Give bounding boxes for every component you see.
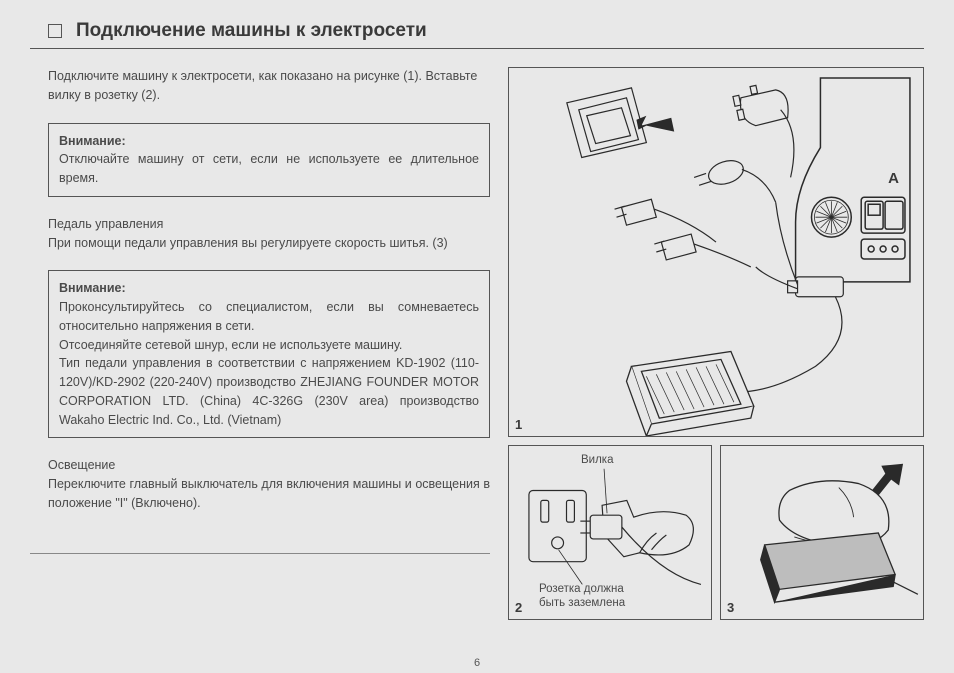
page-number: 6 [474, 657, 480, 669]
left-column: Подключите машину к электросети, как пок… [30, 67, 490, 620]
light-section: Освещение Переключите главный выключател… [30, 456, 490, 512]
figure-2-label-socket: Розетка должна быть заземлена [539, 583, 625, 611]
figure-1-label-a: A [888, 170, 899, 187]
manual-page: Подключение машины к электросети Подключ… [0, 20, 954, 620]
figure-3-number: 3 [727, 600, 734, 615]
figure-2-label-plug: Вилка [581, 454, 613, 466]
pedal-title: Педаль управления [48, 217, 163, 231]
note2-line1: Проконсультируйтесь со специалистом, есл… [59, 300, 479, 333]
note-text: Отключайте машину от сети, если не испол… [59, 152, 479, 185]
pedal-text: При помощи педали управления вы регулиру… [48, 236, 448, 250]
pedal-section: Педаль управления При помощи педали упра… [30, 215, 490, 253]
checkbox-icon [48, 24, 62, 38]
note2-line3: Тип педали управления в соответствии с н… [59, 356, 479, 426]
note-box-1: Внимание: Отключайте машину от сети, есл… [48, 123, 490, 197]
note2-line2: Отсоединяйте сетевой шнур, если не испол… [59, 338, 402, 352]
light-title: Освещение [48, 458, 115, 472]
figure-2-number: 2 [515, 600, 522, 615]
figure-3: 3 [720, 445, 924, 620]
content: Подключите машину к электросети, как пок… [30, 67, 924, 620]
divider [30, 553, 490, 554]
title-row: Подключение машины к электросети [30, 20, 924, 49]
figure-1-drawing [509, 68, 923, 436]
figure-2: Вилка [508, 445, 712, 620]
note-box-2: Внимание: Проконсультируйтесь со специал… [48, 270, 490, 438]
figure-3-drawing [721, 446, 923, 619]
note-label: Внимание: [59, 281, 126, 295]
page-title: Подключение машины к электросети [76, 20, 427, 42]
figure-1-number: 1 [515, 417, 522, 432]
note-label: Внимание: [59, 134, 126, 148]
light-text: Переключите главный выключатель для вклю… [48, 477, 490, 510]
figure-1: A 1 [508, 67, 924, 437]
intro-text: Подключите машину к электросети, как пок… [30, 67, 490, 105]
figure-row: Вилка [508, 445, 924, 620]
right-column: A 1 Вилка [508, 67, 924, 620]
